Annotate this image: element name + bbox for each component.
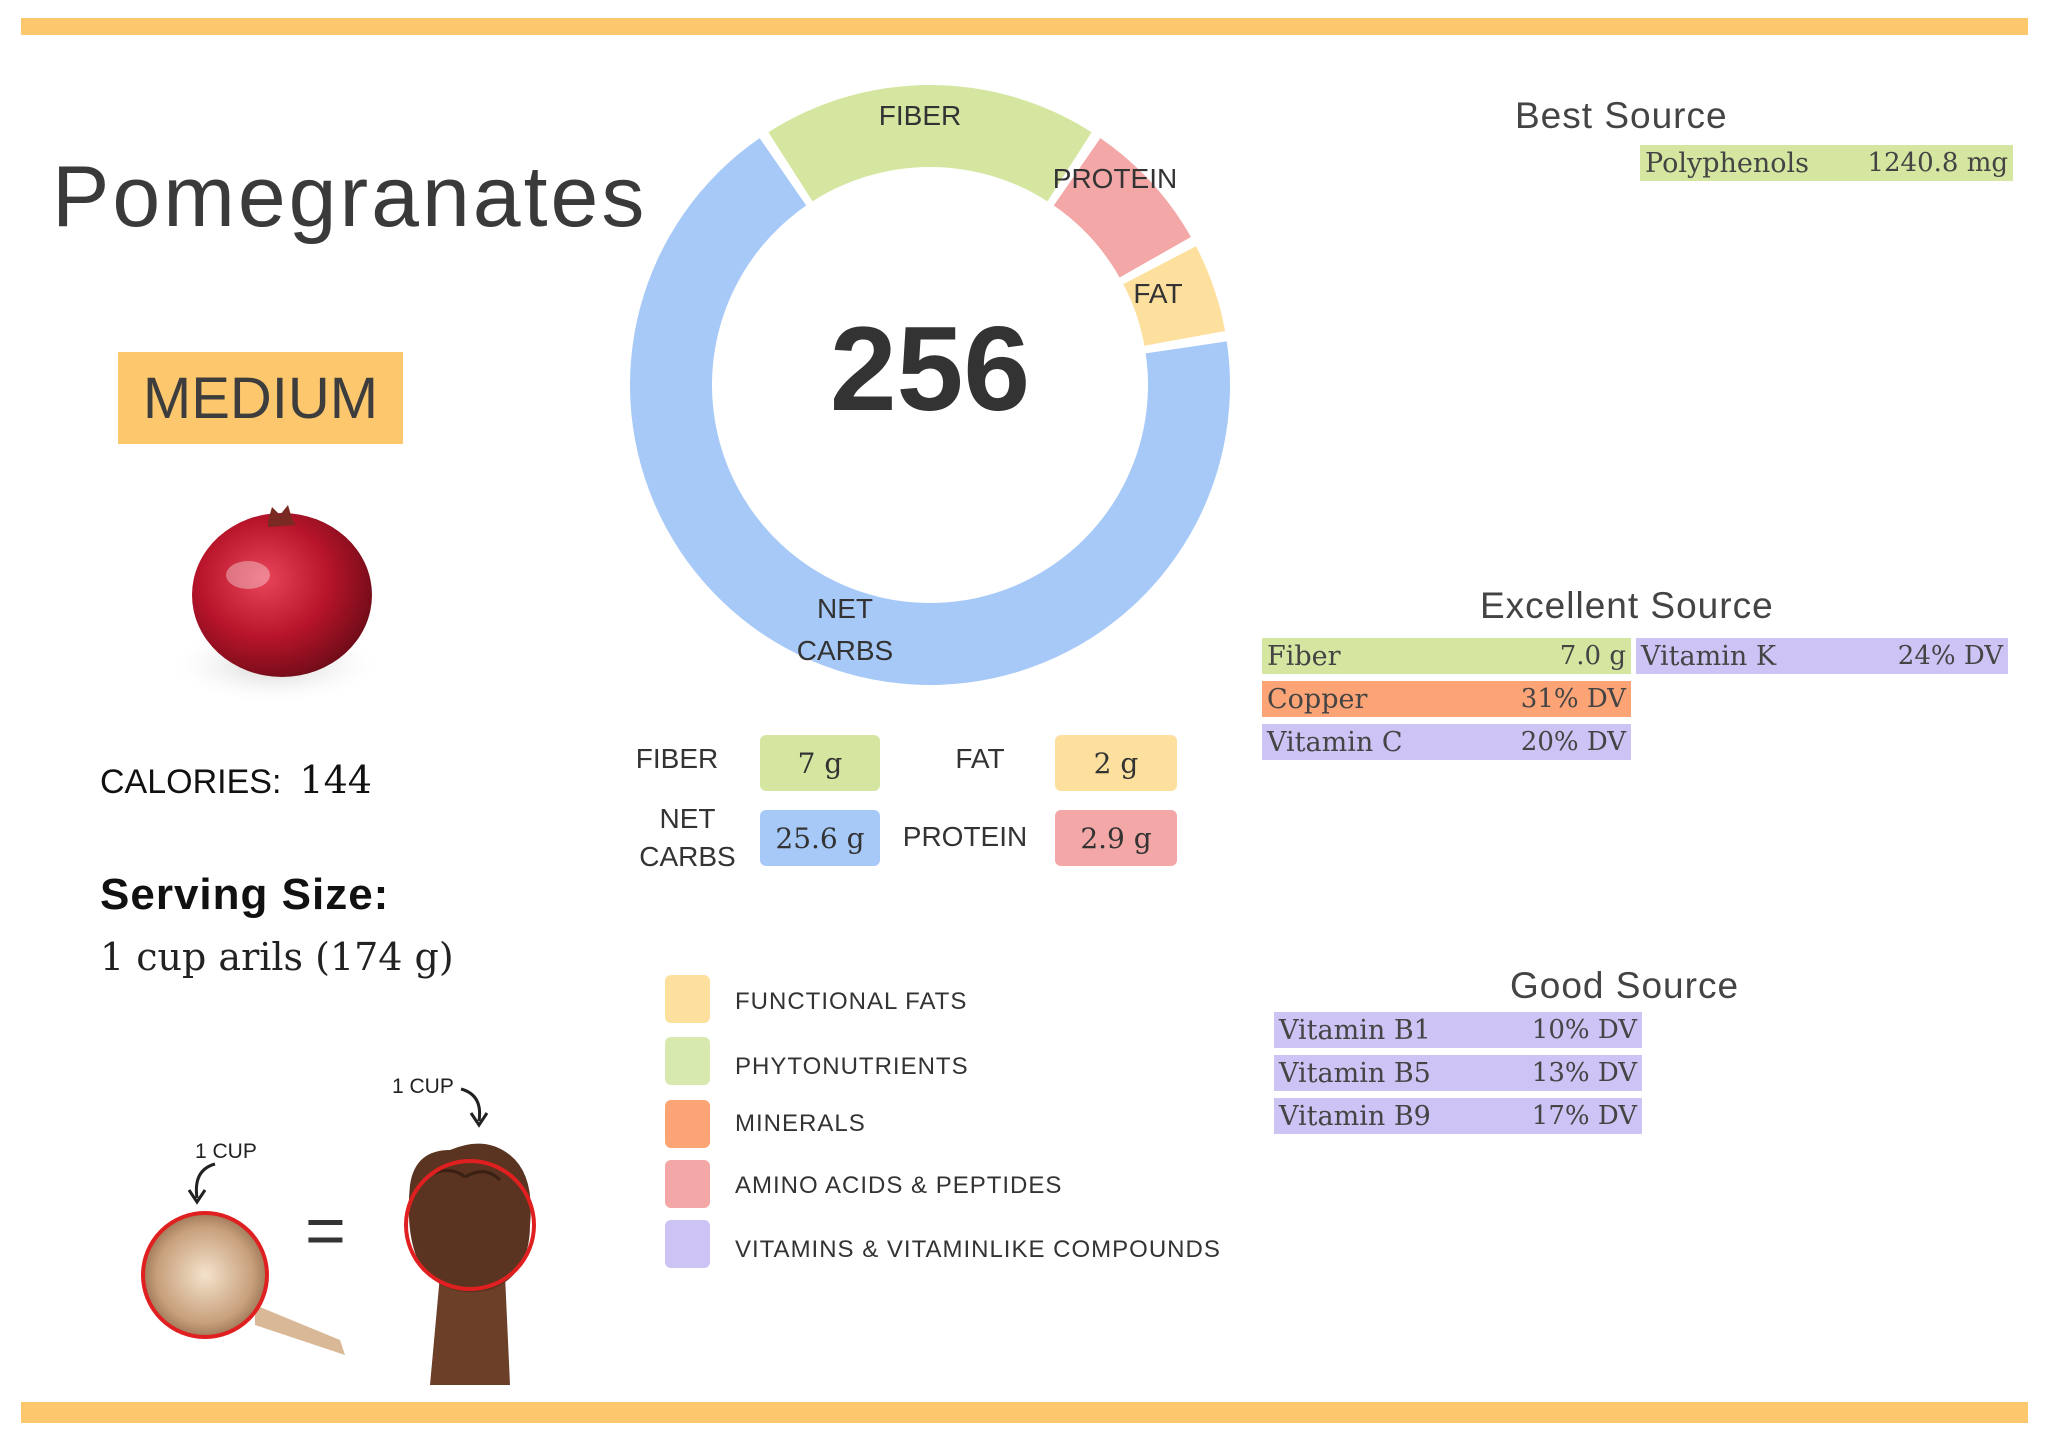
donut-segment-fiber <box>768 84 1092 202</box>
donut-segment-protein <box>1053 138 1191 278</box>
macro-net-label-line1: NET <box>659 803 716 834</box>
equals-sign: = <box>305 1191 346 1269</box>
macro-net-carbs-value: 25.6 g <box>760 810 880 866</box>
macro-protein-value: 2.9 g <box>1055 810 1177 866</box>
good-source-title: Good Source <box>1510 965 1740 1006</box>
excellent-source-row-copper: Copper 31% DV <box>1262 681 1631 717</box>
excellent-source-row-fiber: Fiber 7.0 g <box>1262 638 1631 674</box>
page-title: Pomegranates <box>52 149 648 245</box>
curved-arrow-icon <box>460 1087 489 1128</box>
nutrient-name: Fiber <box>1267 640 1341 672</box>
legend-swatch-minerals <box>665 1100 710 1148</box>
nutrient-name: Vitamin B9 <box>1279 1100 1431 1132</box>
bottom-border <box>21 1402 2028 1423</box>
calories-label: CALORIES: <box>100 763 282 801</box>
pomegranate-image <box>165 505 385 705</box>
measuring-cup-image <box>141 1211 345 1355</box>
legend-swatch-phyto <box>665 1037 710 1085</box>
nutrient-value: 17% DV <box>1531 1101 1637 1131</box>
nutrient-value: 24% DV <box>1897 641 2003 671</box>
donut-label-fat: FAT <box>1133 278 1182 309</box>
best-source-row: Polyphenols 1240.8 mg <box>1640 145 2013 181</box>
legend-label-amino: AMINO ACIDS & PEPTIDES <box>735 1172 1063 1199</box>
donut-center-value: 256 <box>830 302 1030 436</box>
fist-image <box>404 1143 536 1385</box>
excellent-source-row-vitamin-k: Vitamin K 24% DV <box>1636 638 2008 674</box>
serving-size-label: Serving Size: <box>100 870 390 919</box>
curved-arrow-icon <box>187 1162 216 1205</box>
donut-label-protein: PROTEIN <box>1053 163 1177 194</box>
nutrient-name: Polyphenols <box>1645 147 1810 179</box>
macro-net-carbs-label: NET CARBS <box>635 800 740 876</box>
nutrient-name: Vitamin C <box>1267 726 1403 758</box>
nutrient-value: 20% DV <box>1520 727 1626 757</box>
legend-label-vitamins: VITAMINS & VITAMINLIKE COMPOUNDS <box>735 1236 1221 1263</box>
cup-label: 1 CUP <box>195 1140 257 1163</box>
calories: CALORIES: 144 <box>100 758 372 802</box>
donut-segment-fat <box>1123 246 1226 346</box>
macro-fat-value: 2 g <box>1055 735 1177 791</box>
macro-fiber-value: 7 g <box>760 735 880 791</box>
macro-donut-chart: 256 FIBER PROTEIN FAT NET CARBS <box>630 84 1230 686</box>
donut-segment-net-carbs <box>630 138 1230 686</box>
macro-fiber-label: FIBER <box>635 743 719 774</box>
top-border <box>21 18 2028 35</box>
calories-value: 144 <box>299 758 372 802</box>
legend-swatch-amino <box>665 1160 710 1208</box>
nutrient-value: 1240.8 mg <box>1867 148 2008 178</box>
nutrient-value: 10% DV <box>1531 1015 1637 1045</box>
good-source-row-b5: Vitamin B5 13% DV <box>1274 1055 1642 1091</box>
best-source-title: Best Source <box>1515 95 1728 136</box>
nutrient-value: 13% DV <box>1531 1058 1637 1088</box>
macro-fat-label: FAT <box>955 743 1005 774</box>
legend-swatch-fats <box>665 975 710 1023</box>
nutrient-value: 31% DV <box>1520 684 1626 714</box>
nutrient-name: Vitamin B5 <box>1279 1057 1431 1089</box>
donut-label-carbs: CARBS <box>797 635 893 666</box>
legend-swatch-vitamins <box>665 1220 710 1268</box>
good-source-row-b1: Vitamin B1 10% DV <box>1274 1012 1642 1048</box>
serving-size-value: 1 cup arils (174 g) <box>100 935 454 979</box>
excellent-source-row-vitamin-c: Vitamin C 20% DV <box>1262 724 1631 760</box>
legend-label-phyto: PHYTONUTRIENTS <box>735 1053 969 1080</box>
macro-net-label-line2: CARBS <box>639 841 736 872</box>
fist-label: 1 CUP <box>392 1075 454 1098</box>
donut-label-fiber: FIBER <box>879 100 961 131</box>
nutrient-name: Vitamin B1 <box>1279 1014 1431 1046</box>
legend-label-minerals: MINERALS <box>735 1110 866 1137</box>
excellent-source-title: Excellent Source <box>1480 585 1774 626</box>
glycemic-badge: MEDIUM <box>118 352 403 444</box>
donut-label-net: NET <box>817 593 873 624</box>
legend-label-fats: FUNCTIONAL FATS <box>735 988 968 1015</box>
macro-protein-label: PROTEIN <box>902 821 1028 852</box>
good-source-row-b9: Vitamin B9 17% DV <box>1274 1098 1642 1134</box>
nutrient-name: Copper <box>1267 683 1368 715</box>
nutrient-name: Vitamin K <box>1641 640 1776 672</box>
nutrient-value: 7.0 g <box>1559 641 1626 671</box>
